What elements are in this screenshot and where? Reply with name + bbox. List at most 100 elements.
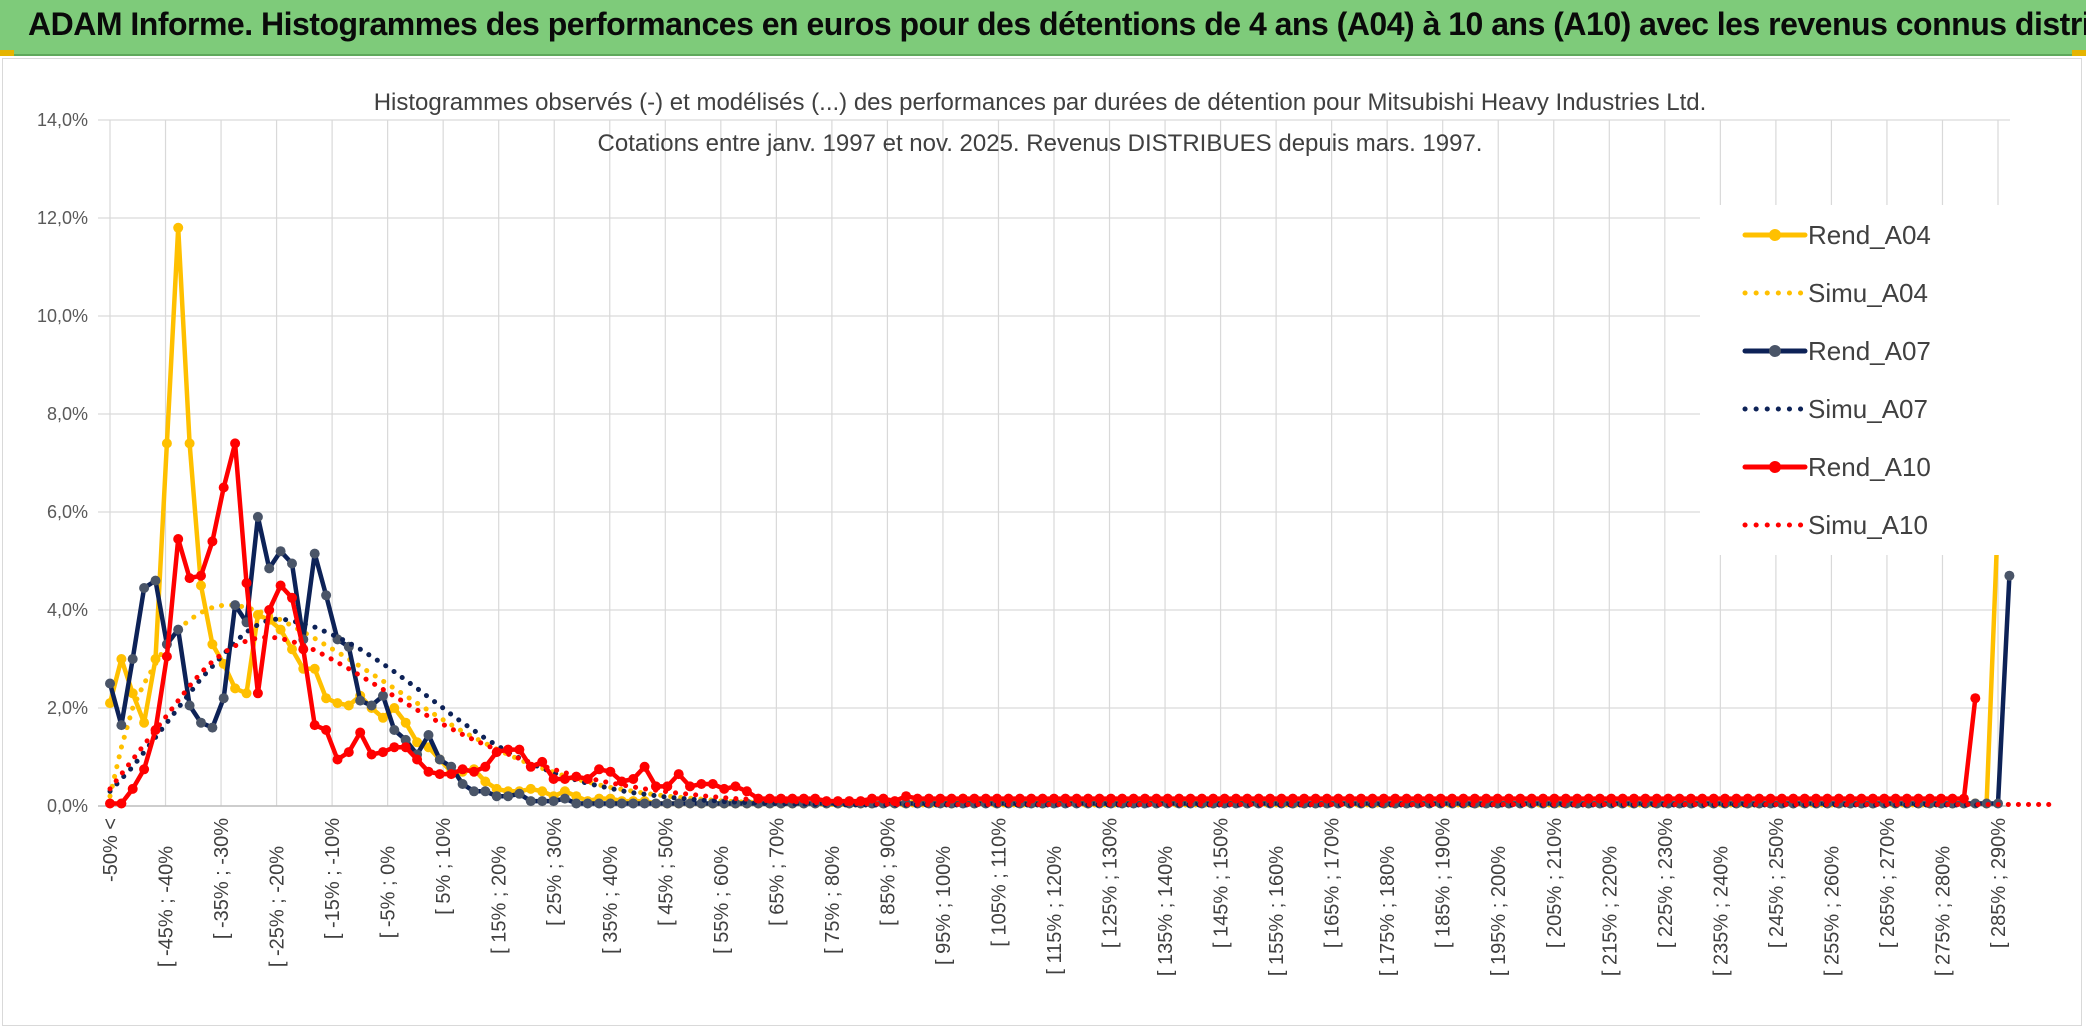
legend-label: Simu_A07 [1808, 394, 1928, 424]
data-point [309, 663, 320, 674]
data-point [184, 700, 195, 711]
data-point [1435, 793, 1446, 804]
data-point [321, 693, 332, 704]
data-point [309, 720, 320, 731]
data-point [1231, 793, 1241, 804]
data-point [1538, 793, 1549, 804]
data-point [139, 717, 150, 728]
y-tick-label: 4,0% [47, 600, 88, 620]
data-point [639, 798, 650, 809]
banner: ADAM Informe. Histogrammes des performan… [0, 0, 2086, 56]
data-point [912, 793, 923, 804]
data-point [673, 769, 684, 780]
x-tick-label: [ 175% ; 180% [1377, 846, 1399, 976]
data-point [1242, 793, 1253, 804]
data-point [275, 580, 286, 591]
data-point [355, 727, 366, 738]
data-point [935, 793, 946, 804]
data-point [696, 779, 707, 789]
data-point [480, 776, 491, 787]
data-point [628, 798, 639, 809]
data-point [1572, 793, 1583, 804]
data-point [230, 600, 241, 611]
data-point [503, 744, 514, 755]
data-point [1731, 793, 1742, 804]
data-point [548, 796, 559, 807]
data-point [1879, 793, 1890, 804]
data-point [707, 779, 718, 789]
x-tick-label: [ 55% ; 60% [711, 846, 733, 954]
data-point [127, 654, 138, 664]
x-tick-label: [ 75% ; 80% [822, 846, 844, 954]
data-point [673, 798, 684, 809]
data-point [491, 791, 502, 802]
y-tick-label: 6,0% [47, 502, 88, 522]
data-point [582, 798, 593, 809]
data-point [116, 798, 127, 809]
data-point [559, 774, 570, 784]
data-point [1845, 793, 1856, 804]
data-point [605, 766, 616, 777]
data-point [1708, 793, 1719, 804]
y-tick-label: 8,0% [47, 404, 88, 424]
data-point [1265, 793, 1276, 804]
data-point [173, 534, 184, 544]
data-point [525, 783, 536, 794]
data-point [1606, 793, 1617, 804]
data-point [366, 749, 377, 760]
x-tick-label: -50% < [100, 818, 122, 882]
data-point [184, 438, 195, 449]
data-point [901, 791, 912, 802]
data-point [139, 764, 150, 775]
data-point [1788, 793, 1799, 804]
data-point [1765, 793, 1776, 804]
data-point [1549, 793, 1560, 804]
x-tick-label: [ 225% ; 230% [1655, 818, 1677, 948]
data-point [1310, 793, 1321, 804]
data-point [662, 798, 673, 809]
series-line-simu_a10 [107, 634, 2058, 807]
data-point [1299, 793, 1310, 804]
data-point [116, 720, 127, 731]
chart-frame [2, 58, 2082, 1026]
data-point [446, 769, 457, 780]
x-tick-label: [ 15% ; 20% [489, 846, 511, 954]
data-point [1424, 793, 1435, 804]
x-tick-label: [ -35% ; -30% [211, 818, 233, 939]
data-point [116, 654, 127, 664]
x-tick-label: [ 105% ; 110% [988, 818, 1010, 947]
data-point [1776, 793, 1787, 804]
data-point [1902, 793, 1912, 804]
data-point [150, 575, 161, 586]
x-tick-label: [ -25% ; -20% [267, 846, 289, 967]
data-point [230, 438, 241, 449]
legend-label: Rend_A07 [1808, 336, 1931, 366]
x-tick-label: [ 185% ; 190% [1433, 818, 1455, 948]
legend-label: Rend_A10 [1808, 452, 1931, 482]
banner-title: ADAM Informe. Histogrammes des performan… [28, 6, 2086, 42]
data-point [1947, 793, 1958, 804]
data-point [446, 761, 457, 772]
data-point [559, 786, 570, 797]
data-point [1481, 793, 1492, 804]
data-point [958, 793, 968, 804]
x-tick-label: [ 125% ; 130% [1100, 818, 1122, 948]
x-tick-label: [ 35% ; 40% [600, 846, 622, 954]
data-point [218, 693, 229, 704]
data-point [1344, 793, 1355, 804]
data-point [1583, 793, 1594, 804]
data-point [594, 798, 605, 809]
data-point [1356, 793, 1367, 804]
data-point [196, 570, 206, 581]
data-point [1742, 793, 1753, 804]
data-point [389, 742, 400, 753]
data-point [434, 754, 445, 765]
data-point [1322, 793, 1332, 804]
data-point [1697, 793, 1708, 804]
data-point [741, 786, 752, 797]
x-tick-label: [ 275% ; 280% [1932, 846, 1954, 976]
data-point [1287, 793, 1298, 804]
data-point [491, 783, 502, 794]
data-point [469, 766, 479, 777]
data-point [275, 624, 286, 635]
